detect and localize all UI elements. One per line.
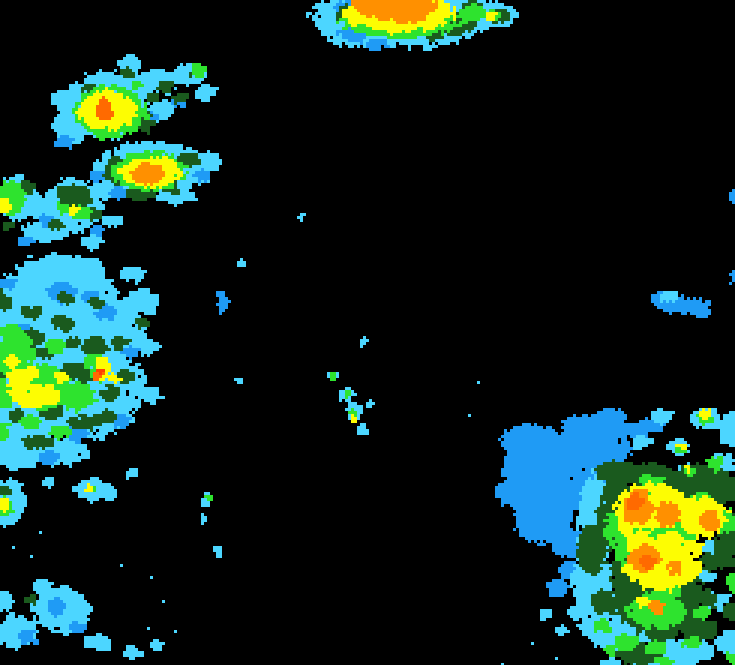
radar-canvas xyxy=(0,0,735,665)
weather-radar-image xyxy=(0,0,735,665)
